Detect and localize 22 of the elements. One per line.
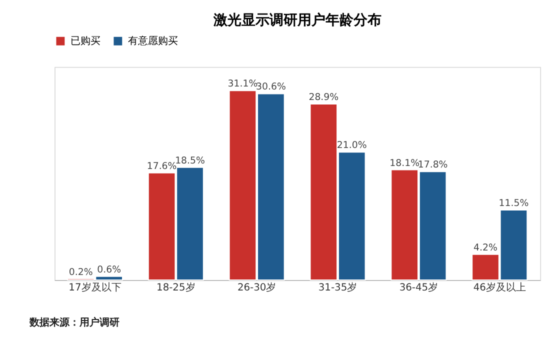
- x-tick-label: 36-45岁: [399, 281, 438, 294]
- data-label: 17.6%: [146, 160, 177, 172]
- data-label: 21.0%: [336, 140, 367, 152]
- data-label: 31.1%: [228, 78, 258, 90]
- x-tick-label: 31-35岁: [318, 281, 358, 294]
- data-label: 0.2%: [68, 266, 93, 278]
- x-tick-label: 46岁及以上: [473, 281, 526, 294]
- legend-label: 有意愿购买: [128, 35, 178, 48]
- data-label: 4.2%: [474, 242, 498, 254]
- x-tick-label: 18-25岁: [156, 281, 196, 294]
- chart-title: 激光显示调研用户年龄分布: [212, 11, 382, 28]
- data-label: 17.8%: [418, 160, 448, 171]
- data-label: 28.9%: [308, 92, 339, 104]
- x-tick-label: 17岁及以下: [68, 281, 122, 294]
- data-label: 30.6%: [256, 82, 286, 93]
- source-note: 数据来源：用户调研: [28, 316, 120, 329]
- data-label: 11.5%: [498, 198, 529, 210]
- data-label: 18.5%: [175, 155, 206, 166]
- data-label: 18.1%: [390, 158, 420, 169]
- x-tick-label: 26-30岁: [237, 281, 276, 294]
- data-label: 0.6%: [97, 264, 122, 276]
- legend-label: 已购买: [70, 36, 100, 48]
